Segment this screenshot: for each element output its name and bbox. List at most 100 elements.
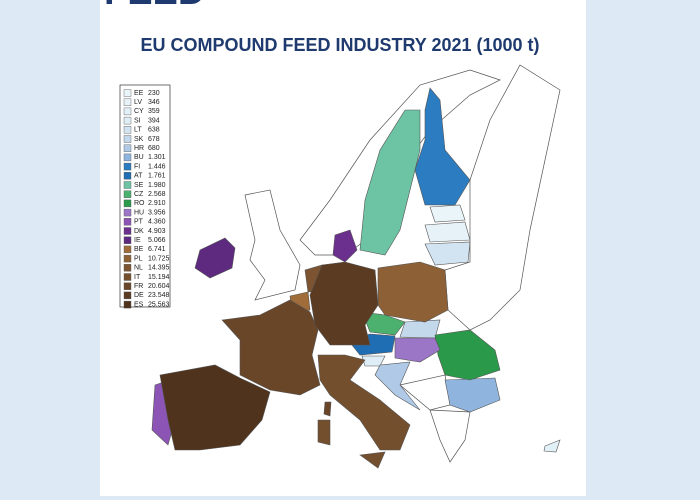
legend-swatch (123, 218, 132, 226)
legend-value: 638 (148, 127, 160, 134)
legend-value: 394 (148, 117, 160, 124)
legend: EE 230 LV 346 CY 359 SI 394 LT 638 SK 678 HR 680 BU 1.3… (123, 89, 170, 309)
legend-value: 25.563 (148, 301, 170, 308)
legend-code: BU (134, 154, 144, 161)
legend-code: RO (134, 200, 145, 207)
legend-value: 23.548 (148, 292, 170, 299)
legend-swatch (123, 181, 132, 189)
legend-swatch (123, 107, 132, 116)
legend-code: LV (134, 99, 142, 106)
map-title: EU COMPOUND FEED INDUSTRY 2021 (1000 t) (140, 35, 539, 55)
legend-code: FI (134, 163, 140, 170)
legend-value: 1.761 (148, 173, 166, 180)
country-region (424, 241, 471, 266)
legend-swatch (123, 126, 132, 134)
legend-swatch (123, 144, 132, 152)
country-region (424, 221, 471, 243)
uk-outline (244, 189, 301, 301)
country-region (332, 229, 358, 263)
legend-swatch (123, 236, 132, 244)
legend-code: CY (134, 108, 144, 115)
legend-code: HU (134, 209, 144, 216)
country-region (414, 87, 471, 206)
country-region (221, 299, 321, 396)
legend-code: PT (134, 219, 144, 226)
legend-swatch (123, 199, 132, 208)
legend-swatch (123, 208, 132, 217)
legend-code: EE (134, 90, 144, 97)
legend-swatch (123, 282, 132, 290)
country-region (361, 311, 406, 336)
legend-value: 5.066 (148, 237, 166, 244)
legend-code: ES (134, 301, 144, 308)
country-region (394, 337, 441, 363)
legend-code: DE (134, 292, 144, 299)
legend-swatch (123, 245, 132, 254)
legend-swatch (123, 264, 132, 272)
legend-swatch (123, 273, 132, 281)
legend-value: 1.446 (148, 163, 166, 170)
legend-value: 2.910 (148, 200, 166, 207)
legend-swatch (123, 89, 132, 97)
legend-swatch (123, 135, 132, 143)
greece-outline (429, 409, 471, 463)
legend-code: PL (134, 255, 143, 262)
country-region (399, 319, 441, 339)
legend-value: 359 (148, 108, 160, 115)
legend-value: 14.395 (148, 265, 170, 272)
country-region (323, 401, 332, 417)
legend-code: FR (134, 283, 143, 290)
legend-value: 15.194 (148, 274, 170, 281)
country-region (359, 109, 421, 256)
legend-swatch (123, 98, 132, 106)
legend-swatch (123, 172, 132, 180)
legend-code: IT (134, 274, 141, 281)
legend-code: SI (134, 117, 141, 124)
legend-swatch (123, 300, 132, 309)
country-region (317, 354, 411, 451)
legend-value: 3.956 (148, 209, 166, 216)
legend-swatch (123, 190, 132, 198)
country-region (194, 237, 236, 279)
country-region (434, 329, 501, 381)
legend-value: 4.903 (148, 228, 166, 235)
legend-swatch (123, 116, 132, 125)
cropped-title: FEED (104, 0, 205, 13)
legend-value: 680 (148, 145, 160, 152)
legend-code: IE (134, 237, 141, 244)
legend-value: 6.741 (148, 246, 166, 253)
legend-code: BE (134, 246, 144, 253)
country-region (359, 451, 386, 469)
legend-code: CZ (134, 191, 144, 198)
legend-value: 4.360 (148, 219, 166, 226)
legend-value: 230 (148, 90, 160, 97)
legend-swatch (123, 291, 132, 300)
legend-value: 1.980 (148, 182, 166, 189)
country-region (317, 419, 331, 446)
country-region (543, 439, 561, 453)
country-region (309, 261, 379, 346)
legend-code: SE (134, 182, 144, 189)
legend-value: 1.301 (148, 154, 166, 161)
legend-value: 678 (148, 136, 160, 143)
country-region (159, 364, 271, 451)
legend-value: 2.568 (148, 191, 166, 198)
legend-code: AT (134, 173, 143, 180)
legend-code: LT (134, 127, 142, 134)
legend-value: 10.725 (148, 255, 170, 262)
country-region (374, 361, 421, 411)
legend-value: 20.604 (148, 283, 170, 290)
legend-code: DK (134, 228, 144, 235)
legend-code: NL (134, 265, 143, 272)
legend-code: SK (134, 136, 144, 143)
legend-swatch (123, 162, 132, 171)
country-region (377, 261, 449, 323)
country-region (429, 204, 466, 223)
legend-swatch (123, 153, 132, 162)
legend-code: HR (134, 145, 144, 152)
legend-swatch (123, 227, 132, 235)
legend-swatch (123, 254, 132, 263)
eu-map (151, 87, 561, 469)
